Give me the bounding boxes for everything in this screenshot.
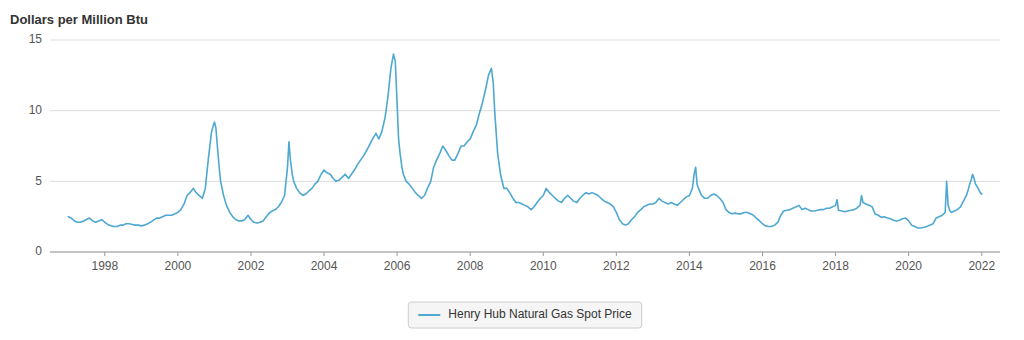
x-tick (908, 252, 909, 256)
series-line (68, 54, 981, 228)
grid-line (50, 40, 1000, 41)
x-tick-label: 2012 (603, 259, 630, 273)
y-axis-label: Dollars per Million Btu (10, 12, 148, 27)
x-tick-label: 2004 (311, 259, 338, 273)
legend-swatch (418, 314, 440, 316)
x-tick-label: 2006 (384, 259, 411, 273)
x-tick (397, 252, 398, 256)
grid-line (50, 110, 1000, 111)
x-tick (177, 252, 178, 256)
x-tick (835, 252, 836, 256)
x-tick-label: 2014 (676, 259, 703, 273)
y-tick-label: 5 (35, 174, 42, 188)
x-tick-label: 2018 (822, 259, 849, 273)
x-tick (104, 252, 105, 256)
y-tick-label: 0 (35, 244, 42, 258)
x-axis: 1998 2000 2002 2004 2006 2008 2010 2012 2014 2016… (50, 252, 1000, 273)
x-tick-label: 2020 (895, 259, 922, 273)
legend-box (408, 302, 641, 328)
x-tick (689, 252, 690, 256)
grid-line (50, 252, 1000, 253)
legend-label: Henry Hub Natural Gas Spot Price (448, 307, 632, 321)
x-tick (250, 252, 251, 256)
chart: 0 5 10 15 1998 2000 2002 2004 2006 2008 2010 2012 20… (0, 0, 1024, 340)
legend-item: Henry Hub Natural Gas Spot Price (418, 307, 632, 321)
x-tick-label: 2000 (165, 259, 192, 273)
x-tick-label: 2010 (530, 259, 557, 273)
plot-area (68, 54, 981, 228)
x-tick (543, 252, 544, 256)
x-tick (616, 252, 617, 256)
x-tick-label: 2008 (457, 259, 484, 273)
x-tick (324, 252, 325, 256)
x-tick (762, 252, 763, 256)
y-tick-label: 15 (29, 32, 43, 46)
y-axis: 0 5 10 15 (29, 32, 1000, 258)
y-tick-label: 10 (29, 103, 43, 117)
x-tick (470, 252, 471, 256)
legend: Henry Hub Natural Gas Spot Price (408, 302, 641, 328)
x-tick-label: 1998 (91, 259, 118, 273)
x-axis-line (50, 252, 1000, 253)
x-tick-label: 2002 (238, 259, 265, 273)
x-tick (981, 252, 982, 256)
x-tick-label: 2022 (968, 259, 995, 273)
x-tick-label: 2016 (749, 259, 776, 273)
grid-line (50, 181, 1000, 182)
